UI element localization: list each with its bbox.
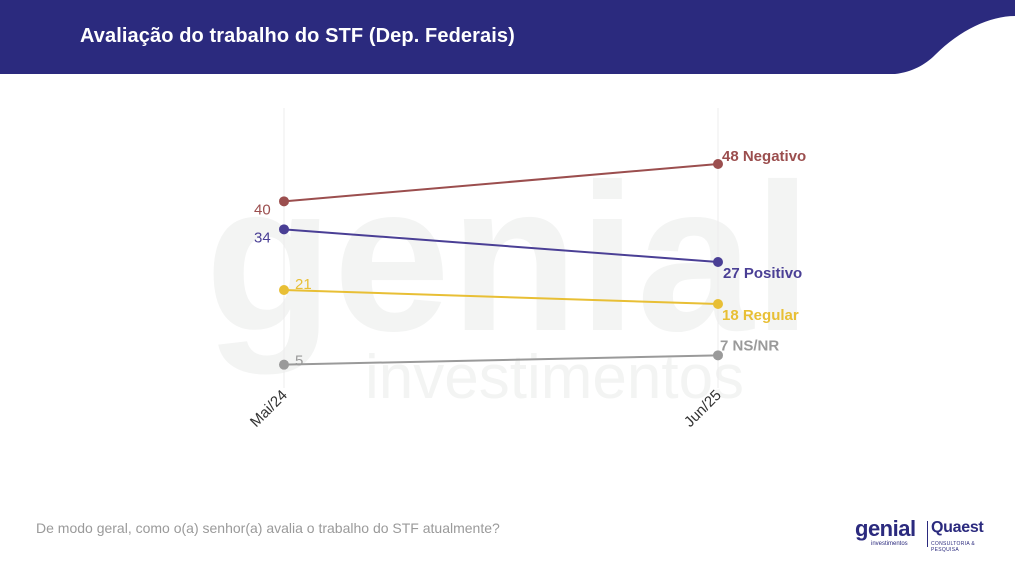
x-tick-jun-25: Jun/25 [681,387,725,431]
header-shape [0,0,1015,74]
genial-logo: genial [855,516,916,541]
brand-logos: genial investimentos Quaest CONSULTORIA … [855,516,995,553]
point-regular-end [713,299,723,309]
series-line-regular [283,289,719,305]
end-label-positivo: 27 Positivo [723,265,802,282]
watermark-line2: investimentos [365,343,744,410]
point-regular-start [279,285,289,295]
series-labels: 40 48 Negativo 34 27 Positivo 21 18 Regular 5 7… [254,148,806,370]
point-ns-nr-start [279,359,289,370]
end-label-ns-nr: 7 NS/NR [720,337,779,354]
start-label-negativo: 40 [254,201,271,218]
point-negativo-end [713,159,723,169]
series-line-ns-nr [283,354,719,366]
series-lines [283,163,719,366]
quaest-logo-sub: CONSULTORIA & PESQUISA [931,541,976,553]
start-label-regular: 21 [295,276,312,293]
x-axis-ticks: Mai/24 Jun/25 [247,387,725,431]
vertical-guides [283,108,719,388]
point-positivo-end [713,257,723,267]
start-label-positivo: 34 [254,229,271,246]
quaest-logo: Quaest [931,519,984,536]
end-label-regular: 18 Regular [722,307,799,324]
header-banner: Avaliação do trabalho do STF (Dep. Feder… [0,0,1015,74]
genial-logo-sub: investimentos [871,541,908,547]
end-label-negativo: 48 Negativo [722,148,806,165]
survey-question: De modo geral, como o(a) senhor(a) avali… [36,520,500,536]
point-positivo-start [279,224,289,235]
watermark-line1: genial [205,160,812,375]
point-ns-nr-end [713,350,723,361]
x-tick-mai-24: Mai/24 [247,387,291,431]
series-points [279,159,723,370]
page-title: Avaliação do trabalho do STF (Dep. Feder… [80,25,515,47]
start-label-ns-nr: 5 [295,353,303,370]
point-negativo-start [279,196,289,207]
logo-separator [927,521,928,547]
series-line-positivo [283,228,719,263]
series-line-negativo [283,163,719,203]
watermark-logo: genial investimentos [205,160,812,410]
